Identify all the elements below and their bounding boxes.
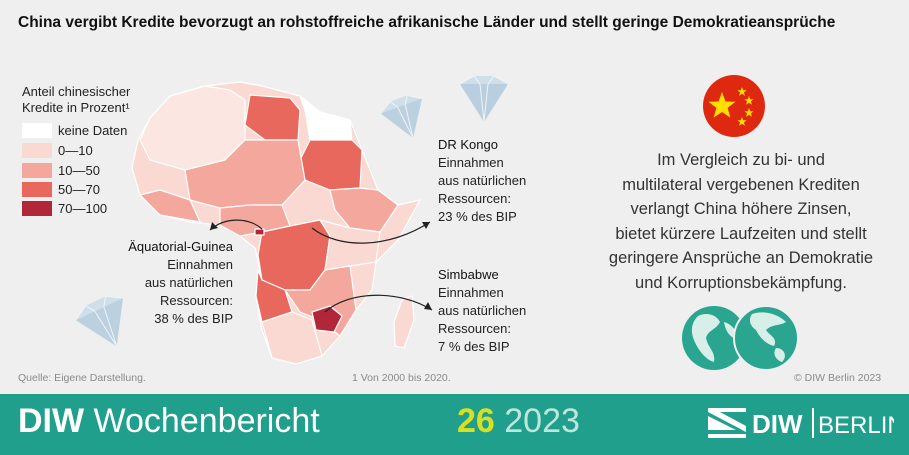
copyright: © DIW Berlin 2023 bbox=[794, 372, 882, 384]
legend-title-line2: Kredite bbox=[22, 100, 64, 115]
callout-drk-l4: 23 % des BIP bbox=[438, 209, 517, 224]
callout-drk-l3: Ressourcen: bbox=[438, 191, 511, 206]
legend-swatch bbox=[22, 143, 52, 158]
footnote: 1 Von 2000 bis 2020. bbox=[352, 372, 451, 384]
callout-arrows bbox=[209, 219, 433, 313]
map-region bbox=[319, 219, 381, 271]
legend-swatch bbox=[22, 201, 52, 216]
legend-item: 50—70 bbox=[22, 181, 100, 198]
globe-icon bbox=[733, 305, 799, 371]
brand-title: DIW Wochenbericht bbox=[18, 402, 320, 441]
issue-label: 26 2023 bbox=[457, 402, 580, 441]
callout-drk-head: DR Kongo bbox=[438, 137, 498, 152]
map-region-zim bbox=[311, 305, 343, 333]
callout-eq-l1: Einnahmen bbox=[167, 257, 233, 272]
callout-drk: DR Kongo Einnahmen aus natürlichen Resso… bbox=[438, 136, 526, 226]
africa-map bbox=[75, 75, 799, 371]
diw-logo-icon: DIW BERLIN bbox=[708, 408, 894, 439]
legend-item: 70—100 bbox=[22, 200, 107, 217]
callout-zim-l3: Ressourcen: bbox=[438, 321, 511, 336]
callout-eq: Äquatorial-Guinea Einnahmen aus natürlic… bbox=[96, 238, 233, 328]
china-flag-icon bbox=[703, 75, 765, 137]
map-region-eq bbox=[254, 228, 265, 236]
summary-text: Im Vergleich zu bi- und multilateral ver… bbox=[578, 148, 904, 295]
legend-title-line1: Anteil chinesischer bbox=[22, 84, 131, 99]
legend-title: Anteil chinesischer Kredite in Prozent¹ bbox=[22, 84, 130, 116]
diamond-icon bbox=[380, 94, 423, 139]
callout-zim-l2: aus natürlichen bbox=[438, 303, 527, 318]
logo-berlin: BERLIN bbox=[818, 412, 894, 439]
callout-drk-l2: aus natürlichen bbox=[438, 173, 527, 188]
callout-eq-l2: aus natürlichen bbox=[144, 275, 233, 290]
issue-year: 2023 bbox=[494, 402, 580, 440]
callout-zim-l4: 7 % des BIP bbox=[438, 339, 510, 354]
summary-line: Im Vergleich zu bi- und bbox=[657, 151, 825, 169]
logo-diw: DIW bbox=[752, 409, 803, 439]
map-region bbox=[261, 311, 323, 365]
legend-item: keine Daten bbox=[22, 122, 127, 139]
arrow-zim bbox=[324, 294, 433, 313]
page-title: China vergibt Kredite bevorzugt an rohst… bbox=[18, 14, 836, 31]
diamond-icon bbox=[75, 295, 123, 347]
callout-eq-l3: Ressourcen: bbox=[160, 293, 233, 308]
callout-zim: Simbabwe Einnahmen aus natürlichen Resso… bbox=[438, 266, 526, 356]
map-region bbox=[184, 139, 306, 209]
summary-line: verlangt China höhere Zinsen, bbox=[630, 200, 852, 218]
source-note: Quelle: Eigene Darstellung. bbox=[18, 372, 146, 384]
legend-swatch bbox=[22, 123, 52, 138]
legend-label: 0—10 bbox=[58, 143, 93, 158]
callout-eq-l4: 38 % des BIP bbox=[154, 311, 233, 326]
legend-swatch bbox=[22, 182, 52, 197]
summary-line: und Korruptionsbekämpfung. bbox=[635, 273, 847, 292]
arrow-drk bbox=[311, 221, 431, 244]
arrow-head-eq bbox=[210, 222, 218, 230]
callout-drk-l1: Einnahmen bbox=[438, 155, 504, 170]
map-madagascar bbox=[393, 295, 415, 349]
legend-swatch bbox=[22, 163, 52, 178]
legend-title-unit: in Prozent¹ bbox=[63, 100, 130, 115]
legend-label: keine Daten bbox=[58, 123, 128, 138]
summary-line: geringere Ansprüche an Demokratie bbox=[608, 249, 874, 267]
diamond-icon bbox=[459, 75, 509, 123]
legend-label: 50—70 bbox=[58, 182, 100, 197]
summary-line: multilateral vergebenen Krediten bbox=[622, 175, 860, 194]
brand-diw: DIW bbox=[18, 402, 85, 440]
issue-number: 26 bbox=[457, 402, 495, 440]
map-region bbox=[329, 187, 399, 233]
legend-item: 10—50 bbox=[22, 162, 100, 179]
map-region bbox=[139, 189, 201, 223]
callout-zim-l1: Einnahmen bbox=[438, 285, 504, 300]
legend-item: 0—10 bbox=[22, 142, 93, 159]
arrow-head-drk bbox=[422, 222, 430, 229]
summary-line: bietet kürzere Laufzeiten und stellt bbox=[615, 224, 867, 243]
bottom-bar bbox=[0, 394, 909, 455]
brand-wochenbericht: Wochenbericht bbox=[84, 402, 320, 440]
callout-zim-head: Simbabwe bbox=[438, 267, 499, 282]
legend-label: 70—100 bbox=[58, 201, 108, 216]
arrow-head-zim bbox=[424, 302, 432, 310]
legend-label: 10—50 bbox=[58, 163, 100, 178]
callout-eq-head: Äquatorial-Guinea bbox=[128, 239, 233, 254]
